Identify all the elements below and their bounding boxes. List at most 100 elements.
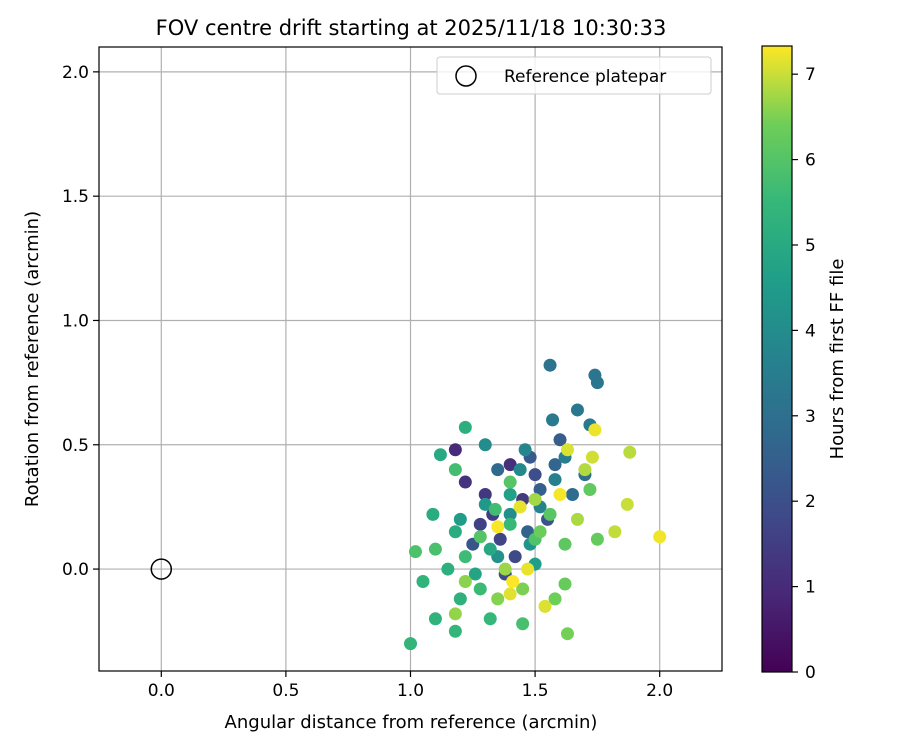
grid-lines bbox=[99, 47, 722, 671]
data-point bbox=[493, 532, 507, 546]
data-point bbox=[428, 612, 442, 626]
data-point bbox=[560, 443, 574, 457]
colorbar-tick-label: 3 bbox=[805, 407, 816, 427]
data-point bbox=[458, 575, 472, 589]
colorbar-tick-label: 4 bbox=[805, 321, 816, 341]
data-point bbox=[483, 612, 497, 626]
data-point bbox=[578, 463, 592, 477]
y-tick-label: 1.5 bbox=[62, 187, 89, 207]
y-tick-label: 1.0 bbox=[62, 311, 89, 331]
y-tick-label: 0.0 bbox=[62, 560, 89, 580]
data-point bbox=[553, 433, 567, 447]
data-point bbox=[528, 492, 542, 506]
colorbar-tick-label: 5 bbox=[805, 236, 816, 256]
data-point bbox=[441, 562, 455, 576]
data-point bbox=[428, 542, 442, 556]
data-points bbox=[404, 358, 667, 651]
data-point bbox=[513, 500, 527, 514]
legend-open-circle-icon bbox=[455, 65, 477, 87]
data-point bbox=[590, 532, 604, 546]
x-axis-ticks: 0.0 0.5 1.0 1.5 2.0 bbox=[148, 671, 673, 701]
x-axis-label: Angular distance from reference (arcmin) bbox=[225, 712, 598, 733]
data-point bbox=[503, 517, 517, 531]
y-tick-label: 0.5 bbox=[62, 436, 89, 456]
data-point bbox=[533, 483, 547, 497]
colorbar-tick-label: 2 bbox=[805, 492, 816, 512]
data-point bbox=[583, 483, 597, 497]
colorbar-tick-label: 1 bbox=[805, 578, 816, 598]
data-point bbox=[488, 502, 502, 516]
data-point bbox=[508, 550, 522, 564]
data-point bbox=[503, 487, 517, 501]
legend-box bbox=[436, 56, 712, 95]
data-point bbox=[516, 617, 530, 631]
data-point bbox=[433, 448, 447, 462]
data-point bbox=[473, 517, 487, 531]
data-point bbox=[533, 525, 547, 539]
data-point bbox=[453, 512, 467, 526]
reference-platepar-marker bbox=[150, 558, 173, 580]
data-point bbox=[506, 575, 520, 589]
data-point bbox=[468, 567, 482, 581]
data-point bbox=[416, 575, 430, 589]
y-axis-label: Rotation from reference (arcmin) bbox=[22, 211, 43, 507]
data-point bbox=[473, 582, 487, 596]
y-axis-ticks: 0.0 0.5 1.0 1.5 2.0 bbox=[62, 63, 99, 580]
data-point bbox=[585, 450, 599, 464]
data-point bbox=[491, 592, 505, 606]
x-tick-label: 0.5 bbox=[272, 681, 299, 701]
data-point bbox=[548, 473, 562, 487]
x-tick-label: 0.0 bbox=[148, 681, 175, 701]
data-point bbox=[503, 507, 517, 521]
data-point bbox=[513, 463, 527, 477]
data-point bbox=[491, 520, 505, 534]
data-point bbox=[448, 624, 462, 638]
data-point bbox=[448, 443, 462, 457]
data-point bbox=[653, 530, 667, 544]
data-point bbox=[453, 592, 467, 606]
data-point bbox=[503, 587, 517, 601]
data-point bbox=[448, 463, 462, 477]
data-point bbox=[426, 507, 440, 521]
chart-title: FOV centre drift starting at 2025/11/18 … bbox=[156, 16, 667, 40]
data-point bbox=[590, 376, 604, 390]
data-point bbox=[458, 550, 472, 564]
data-point bbox=[620, 497, 634, 511]
x-tick-label: 1.5 bbox=[522, 681, 549, 701]
data-point bbox=[546, 413, 560, 427]
legend: Reference platepar bbox=[436, 56, 712, 95]
x-tick-label: 1.0 bbox=[397, 681, 424, 701]
data-point bbox=[516, 582, 530, 596]
data-point bbox=[570, 403, 584, 417]
colorbar-tick-label: 6 bbox=[805, 151, 816, 171]
data-point bbox=[543, 358, 557, 372]
x-tick-label: 2.0 bbox=[646, 681, 673, 701]
data-point bbox=[518, 443, 532, 457]
data-point bbox=[553, 487, 567, 501]
data-point bbox=[473, 530, 487, 544]
data-point bbox=[588, 423, 602, 437]
data-point bbox=[548, 458, 562, 472]
data-point bbox=[503, 458, 517, 472]
legend-label: Reference platepar bbox=[504, 67, 666, 87]
data-point bbox=[458, 420, 472, 434]
data-point bbox=[538, 599, 552, 613]
data-point bbox=[448, 607, 462, 621]
data-point bbox=[608, 525, 622, 539]
data-point bbox=[528, 468, 542, 482]
data-point bbox=[560, 627, 574, 641]
data-point bbox=[491, 463, 505, 477]
data-point bbox=[478, 487, 492, 501]
data-point bbox=[521, 562, 535, 576]
y-tick-label: 2.0 bbox=[62, 63, 89, 83]
data-point bbox=[565, 487, 579, 501]
data-point bbox=[558, 577, 572, 591]
data-point bbox=[408, 545, 422, 559]
data-point bbox=[478, 438, 492, 452]
data-point bbox=[478, 497, 492, 511]
data-point bbox=[543, 507, 557, 521]
data-point bbox=[623, 445, 637, 459]
data-point bbox=[503, 475, 517, 489]
colorbar-label: Hours from first FF file bbox=[827, 259, 848, 460]
